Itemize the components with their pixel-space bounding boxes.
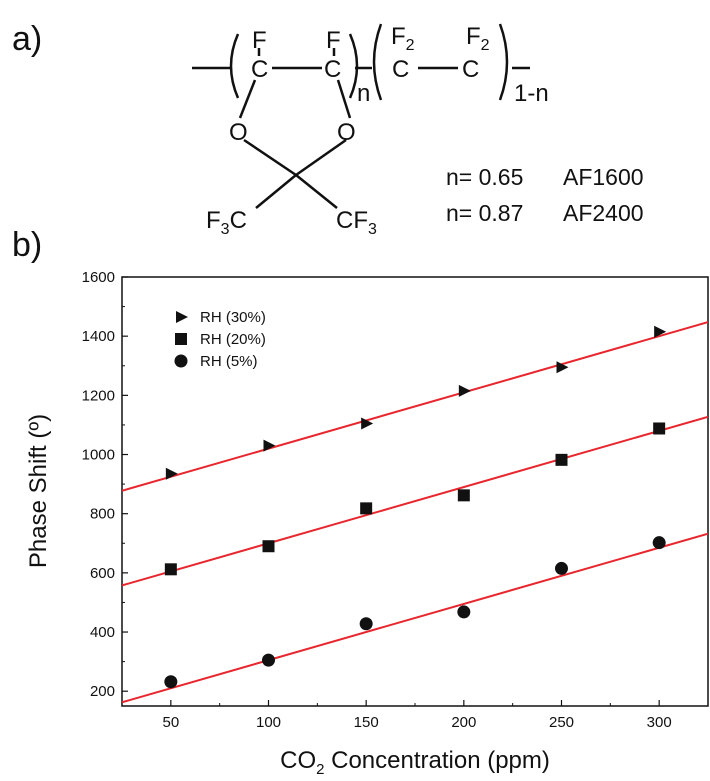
x-tick-label: 50: [162, 714, 179, 731]
legend-label: RH (30%): [200, 309, 266, 326]
substituent-cf3-left: F3C: [206, 207, 247, 238]
data-point: [164, 675, 178, 689]
atom-label: F: [326, 27, 341, 54]
data-point: [165, 467, 178, 480]
panel-a-label: a): [12, 20, 42, 58]
data-point: [556, 361, 569, 374]
polymer-structure: [192, 23, 530, 209]
atom-label: C: [392, 56, 409, 83]
x-tick-label: 250: [549, 714, 574, 731]
data-point: [652, 536, 666, 550]
fit-line: [122, 415, 708, 587]
variant-n-value: n= 0.65: [446, 164, 523, 190]
data-point: [359, 617, 373, 631]
data-point: [360, 502, 373, 515]
fit-lines: [122, 321, 708, 704]
y-axis-ticks: 200 400 600 800 1000 1200 1400 1600: [82, 269, 128, 700]
variant-name: AF2400: [563, 200, 644, 226]
panel-b-label: b): [12, 226, 42, 264]
y-tick-label: 400: [90, 624, 115, 641]
atom-label: C: [462, 56, 479, 83]
y-tick-label: 1200: [82, 387, 115, 404]
substituent-bond: [295, 174, 338, 209]
y-axis-title: Phase Shift (º): [25, 414, 52, 568]
data-point: [457, 605, 471, 619]
atom-label: O: [337, 119, 356, 146]
substituent-bond: [255, 174, 297, 209]
y-tick-label: 1400: [82, 328, 115, 345]
atom-label: C: [251, 56, 268, 83]
legend-label: RH (20%): [200, 331, 266, 348]
y-tick-label: 200: [90, 683, 115, 700]
legend: RH (30%) RH (20%) RH (5%): [174, 309, 266, 370]
ring-bond: [238, 79, 257, 119]
atom-label: F2: [391, 23, 415, 54]
x-tick-label: 300: [647, 714, 672, 731]
subscript-1-n: 1-n: [514, 80, 549, 107]
atom-label: F2: [466, 23, 490, 54]
bracket-close: [348, 33, 359, 99]
ring-bond: [243, 138, 297, 177]
bracket-open: [229, 33, 240, 99]
x-tick-label: 100: [256, 714, 281, 731]
bracket-close: [498, 23, 509, 101]
data-point: [361, 417, 374, 430]
panel-a: a) F F C C: [12, 20, 644, 238]
variant-name: AF1600: [563, 164, 644, 190]
x-tick-label: 200: [451, 714, 476, 731]
data-point: [555, 561, 568, 575]
fit-line: [122, 532, 708, 704]
atom-label: C: [324, 56, 341, 83]
x-tick-label: 150: [354, 714, 379, 731]
atom-label: O: [229, 119, 248, 146]
y-tick-label: 800: [90, 506, 115, 523]
atom-label: F: [252, 27, 267, 54]
substituent-cf3-right: CF3: [336, 207, 377, 238]
fit-line: [122, 321, 708, 492]
legend-marker: [176, 311, 188, 323]
variant-n-value: n= 0.87: [446, 200, 523, 226]
y-tick-label: 1000: [82, 447, 115, 464]
legend-label: RH (5%): [200, 353, 258, 370]
data-point: [457, 489, 470, 502]
bracket-open: [372, 23, 383, 101]
data-markers: [164, 325, 667, 689]
x-axis-title: CO2 Concentration (ppm): [280, 747, 550, 778]
subscript-n: n: [357, 80, 370, 107]
y-tick-label: 600: [90, 565, 115, 582]
ring-bond: [336, 79, 352, 119]
data-point: [555, 453, 568, 466]
data-point: [262, 540, 275, 553]
legend-marker: [174, 354, 188, 368]
data-point: [262, 653, 275, 667]
phase-shift-chart: 50 100 150 200 250 300 200 400 600 800 1000 1200 14…: [25, 269, 709, 778]
variant-list: n= 0.65 AF1600 n= 0.87 AF2400: [446, 164, 644, 226]
x-axis-ticks: 50 100 150 200 250 300: [162, 700, 672, 731]
panel-b: b) 50 100 150 200 250 300 200 400 600 800 1000 120…: [12, 226, 709, 778]
y-tick-label: 1600: [82, 269, 115, 286]
data-point: [654, 325, 667, 338]
data-point: [263, 439, 276, 452]
data-point: [653, 422, 666, 435]
data-point: [164, 563, 177, 576]
data-point: [458, 384, 471, 397]
ring-bond: [295, 138, 347, 177]
legend-marker: [175, 333, 187, 345]
